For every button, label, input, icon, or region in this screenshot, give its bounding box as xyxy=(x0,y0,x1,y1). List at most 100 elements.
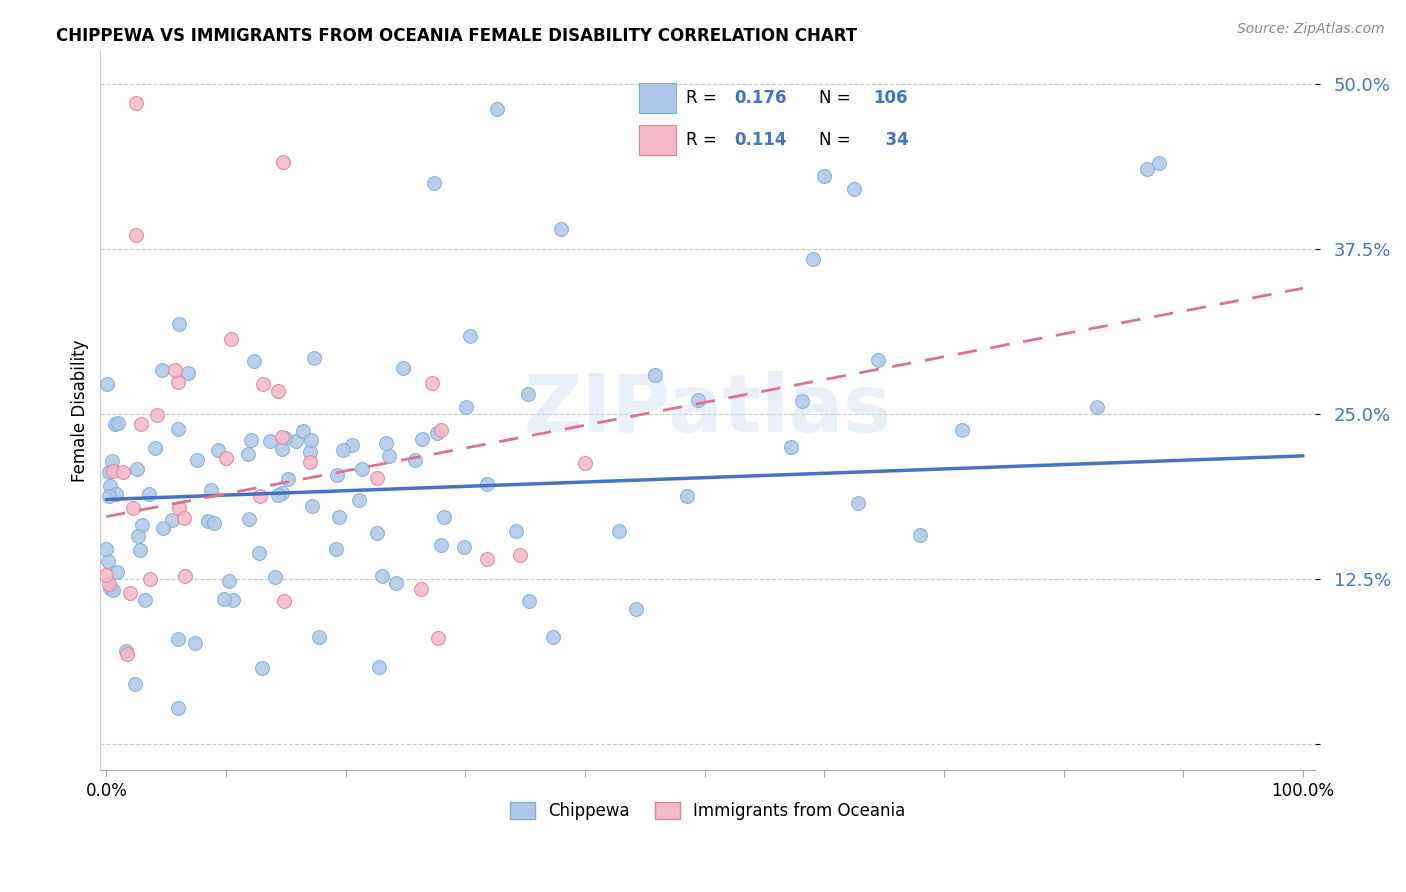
Point xyxy=(218,574,240,588)
Point xyxy=(273,594,295,608)
Point xyxy=(174,569,197,583)
Point xyxy=(385,575,408,590)
Point xyxy=(197,514,219,528)
Point xyxy=(152,521,174,535)
Point xyxy=(550,222,572,236)
Point xyxy=(626,602,648,616)
Point xyxy=(97,554,120,568)
Point xyxy=(150,363,173,377)
Text: CHIPPEWA VS IMMIGRANTS FROM OCEANIA FEMALE DISABILITY CORRELATION CHART: CHIPPEWA VS IMMIGRANTS FROM OCEANIA FEMA… xyxy=(56,27,858,45)
Point xyxy=(298,455,321,469)
Point xyxy=(219,332,242,346)
Point xyxy=(366,526,388,541)
Point xyxy=(454,400,477,414)
Point xyxy=(177,367,200,381)
Point xyxy=(952,423,974,437)
Point xyxy=(98,489,121,503)
Point xyxy=(222,592,245,607)
Point xyxy=(138,572,160,586)
Point xyxy=(411,432,433,446)
Point xyxy=(271,155,294,169)
Point xyxy=(349,493,371,508)
Point xyxy=(328,510,350,524)
Point xyxy=(125,96,148,111)
Point xyxy=(101,454,124,468)
Point xyxy=(420,376,443,391)
Text: Source: ZipAtlas.com: Source: ZipAtlas.com xyxy=(1237,22,1385,37)
Point xyxy=(249,489,271,503)
Point xyxy=(302,351,325,365)
Point xyxy=(207,443,229,458)
Point xyxy=(98,577,121,591)
Point xyxy=(270,485,292,500)
Y-axis label: Female Disability: Female Disability xyxy=(72,339,89,482)
Point xyxy=(908,528,931,542)
Point xyxy=(146,409,169,423)
Point xyxy=(162,513,184,527)
Point xyxy=(125,462,148,476)
Point xyxy=(429,538,451,552)
Point xyxy=(107,416,129,430)
Point xyxy=(458,329,481,343)
Point xyxy=(131,517,153,532)
Point xyxy=(167,700,190,714)
Point xyxy=(342,438,364,452)
Point xyxy=(780,440,803,454)
Point xyxy=(267,384,290,399)
Point xyxy=(516,387,538,401)
Point xyxy=(121,501,143,516)
Point xyxy=(378,449,401,463)
Point xyxy=(127,529,149,543)
Point xyxy=(299,433,322,447)
Point xyxy=(790,393,813,408)
Point xyxy=(96,542,118,557)
Point xyxy=(167,632,190,647)
Point xyxy=(274,431,297,445)
Point xyxy=(266,488,288,502)
Point xyxy=(118,586,141,600)
Point xyxy=(101,582,124,597)
Point xyxy=(166,375,188,389)
Point xyxy=(1085,400,1108,414)
Point xyxy=(509,548,531,562)
Point xyxy=(115,647,138,661)
Point xyxy=(609,524,631,538)
Point xyxy=(96,567,118,582)
Point xyxy=(1136,162,1159,177)
Point xyxy=(477,477,499,491)
Point xyxy=(186,452,208,467)
Point xyxy=(308,630,330,644)
Point xyxy=(98,581,121,595)
Point xyxy=(104,417,127,431)
Point xyxy=(143,441,166,455)
Point xyxy=(264,570,287,584)
Point xyxy=(332,442,354,457)
Point xyxy=(505,524,527,538)
Point xyxy=(270,430,292,444)
Point xyxy=(105,486,128,500)
Point xyxy=(212,592,235,607)
Point xyxy=(325,541,347,556)
Point xyxy=(101,464,124,478)
Point xyxy=(202,516,225,531)
Point xyxy=(115,644,138,658)
Point xyxy=(169,501,191,516)
Point xyxy=(134,593,156,607)
Point xyxy=(1149,156,1171,170)
Point xyxy=(239,434,262,448)
Point xyxy=(214,450,236,465)
Point xyxy=(250,661,273,675)
Point xyxy=(813,169,835,183)
Point xyxy=(688,392,710,407)
Point xyxy=(801,252,824,267)
Point xyxy=(423,177,446,191)
Point xyxy=(868,353,890,368)
Legend: Chippewa, Immigrants from Oceania: Chippewa, Immigrants from Oceania xyxy=(503,795,912,826)
Point xyxy=(292,425,315,439)
Point xyxy=(243,354,266,368)
Point xyxy=(426,631,449,645)
Point xyxy=(453,540,475,554)
Point xyxy=(173,511,195,525)
Point xyxy=(129,417,152,432)
Point xyxy=(238,512,260,526)
